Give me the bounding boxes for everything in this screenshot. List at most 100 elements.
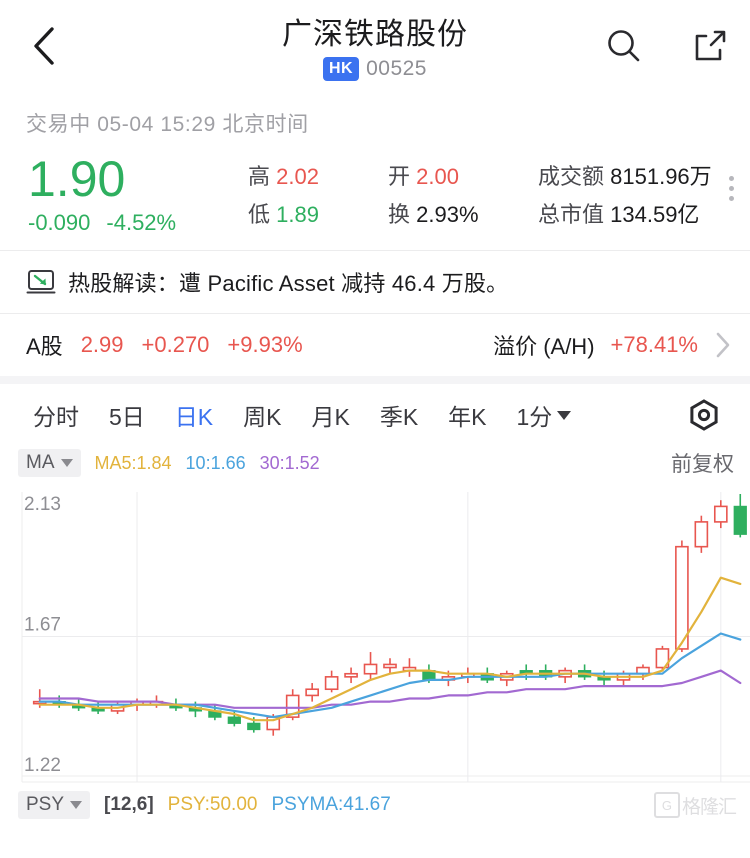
stats-column-1: 高 2.02 低 1.89 — [248, 152, 388, 234]
ashare-row[interactable]: A股 2.99 +0.270 +9.93% 溢价 (A/H) +78.41% — [0, 314, 750, 376]
divider — [0, 313, 750, 314]
interval-dropdown[interactable]: 1分 — [502, 398, 587, 432]
chevron-right-glyph — [716, 332, 730, 358]
stat-open: 开 2.00 — [388, 158, 538, 196]
ma5-line — [38, 576, 742, 722]
price-change-pct: -4.52% — [106, 210, 177, 235]
candle — [402, 658, 417, 677]
price-change: -0.090 — [28, 210, 91, 235]
tab-weekly-k[interactable]: 周K — [228, 398, 296, 432]
stat-low-value: 1.89 — [276, 202, 319, 227]
tab-quarterly-k[interactable]: 季K — [365, 398, 433, 432]
ma-selector-label: MA — [26, 452, 55, 473]
stat-marketcap: 总市值 134.59亿 — [538, 196, 712, 234]
candle — [675, 540, 689, 653]
candlestick-chart[interactable]: 2.13 1.67 1.22 — [0, 480, 750, 788]
candle — [383, 658, 397, 674]
candle — [461, 667, 475, 684]
chevron-down-icon — [70, 801, 83, 809]
premium-label: 溢价 (A/H) — [493, 334, 595, 359]
search-icon — [608, 30, 640, 62]
y-axis-label: 1.67 — [24, 615, 61, 636]
ma30-value: 30:1.52 — [259, 452, 320, 473]
hex-nut-settings-icon — [690, 399, 718, 431]
psyma-value: PSYMA:41.67 — [271, 794, 391, 815]
tab-label: 季K — [379, 404, 419, 430]
candle — [344, 667, 358, 684]
candle — [305, 683, 319, 702]
market-badge: HK — [322, 57, 360, 81]
kebab-dot — [729, 176, 734, 181]
ashare-change-pct: +9.93% — [227, 332, 303, 357]
psy-params: [12,6] — [104, 794, 154, 815]
hot-stock-news-row[interactable]: 热股解读：遭 Pacific Asset 减持 46.4 万股。 — [0, 251, 750, 313]
candle — [694, 515, 709, 553]
back-button[interactable] — [20, 22, 68, 70]
candle — [655, 645, 670, 671]
tab-timeshare[interactable]: 分时 — [18, 398, 94, 432]
monitor-down-arrow-icon — [26, 270, 56, 294]
stats-column-2: 开 2.00 换 2.93% — [388, 152, 538, 234]
watermark-logo-icon: G — [653, 792, 680, 818]
tab-label: 分时 — [33, 404, 79, 430]
change-row: -0.090 -4.52% — [28, 210, 248, 236]
share-button[interactable] — [688, 24, 732, 68]
stat-amount: 成交额 8151.96万 — [538, 158, 712, 196]
stat-high-label: 高 — [248, 164, 271, 189]
page-header: 广深铁路股份 HK 00525 — [0, 0, 750, 100]
watermark-text: 格隆汇 — [681, 796, 737, 818]
premium-value: +78.41% — [610, 332, 698, 357]
kebab-dot — [729, 186, 734, 191]
chevron-down-icon — [557, 410, 572, 420]
stat-open-value: 2.00 — [416, 164, 459, 189]
chart-canvas: 2.13 1.67 1.22 — [21, 492, 750, 783]
ashare-label: A股 — [26, 334, 63, 359]
psy-selector-label: PSY — [26, 794, 65, 815]
quote-more-button[interactable] — [729, 176, 734, 201]
stat-open-label: 开 — [388, 164, 411, 189]
tab-5day[interactable]: 5日 — [94, 398, 160, 432]
stat-amount-label: 成交额 — [538, 164, 605, 189]
stock-code: 00525 — [366, 57, 427, 80]
ashare-price: 2.99 — [80, 332, 124, 357]
chart-settings-button[interactable] — [682, 393, 734, 437]
chevron-down-icon — [60, 459, 73, 467]
tab-monthly-k[interactable]: 月K — [296, 398, 364, 432]
tab-label: 周K — [243, 404, 282, 430]
hot-stock-news-text: 热股解读：遭 Pacific Asset 减持 46.4 万股。 — [68, 271, 509, 296]
interval-label: 1分 — [516, 404, 553, 430]
search-button[interactable] — [602, 24, 646, 68]
psy-indicator-row: PSY [12,6] PSY:50.00 PSYMA:41.67 G 格隆汇 — [0, 788, 750, 822]
ma10-value: 10:1.66 — [185, 452, 246, 473]
tab-label: 日K — [174, 404, 214, 430]
adjust-mode-label[interactable]: 前复权 — [671, 453, 734, 476]
price-column: 1.90 -0.090 -4.52% — [0, 152, 248, 236]
ma30-line — [38, 669, 742, 709]
stat-turnover-rate-value: 2.93% — [416, 202, 479, 227]
candle — [363, 652, 378, 680]
tab-label: 5日 — [109, 404, 145, 430]
candle — [713, 500, 728, 529]
ma-selector[interactable]: MA — [18, 449, 81, 477]
stat-high-value: 2.02 — [276, 164, 319, 189]
stat-low-label: 低 — [248, 202, 271, 227]
psy-selector[interactable]: PSY — [18, 791, 91, 819]
ma5-value: MA5:1.84 — [94, 452, 172, 473]
tab-yearly-k[interactable]: 年K — [433, 398, 501, 432]
psy-value: PSY:50.00 — [167, 794, 258, 815]
candle — [324, 670, 339, 693]
y-axis-label: 1.22 — [24, 755, 61, 776]
candle — [499, 670, 514, 687]
ashare-change: +0.270 — [141, 332, 210, 357]
chevron-left-icon — [34, 27, 54, 65]
section-separator — [0, 376, 750, 384]
tab-label: 月K — [311, 404, 350, 430]
chevron-right-icon[interactable] — [714, 330, 732, 360]
last-price: 1.90 — [28, 151, 126, 207]
tab-daily-k[interactable]: 日K — [160, 398, 228, 432]
watermark: G 格隆汇 — [653, 792, 737, 819]
stat-high: 高 2.02 — [248, 158, 388, 196]
stat-turnover-rate: 换 2.93% — [388, 196, 538, 234]
quote-block: 1.90 -0.090 -4.52% 高 2.02 低 1.89 开 2.00 … — [0, 142, 750, 250]
